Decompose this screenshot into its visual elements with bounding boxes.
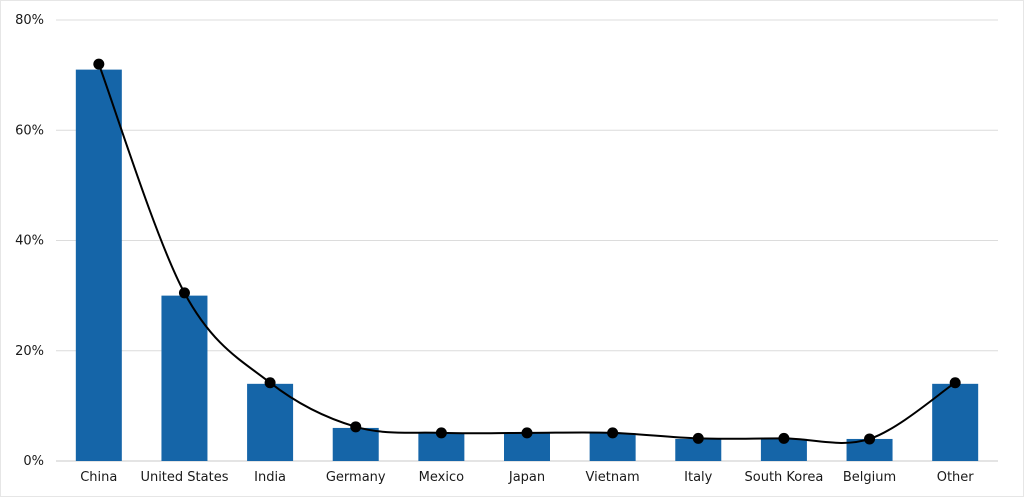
trend-point (864, 433, 876, 445)
gridlines (56, 19, 998, 462)
bar (675, 438, 722, 461)
x-tick-label: Mexico (419, 470, 464, 485)
trend-point (350, 421, 362, 433)
bar (247, 383, 294, 461)
trend-point (949, 377, 961, 389)
x-tick-label: South Korea (745, 470, 824, 485)
y-tick-label: 0% (23, 454, 44, 469)
y-tick-label: 80% (15, 13, 44, 28)
x-axis-labels: China United States India Germany Mexico Japa… (80, 470, 974, 485)
trend-point (692, 432, 704, 444)
x-tick-label: Vietnam (586, 470, 640, 485)
trend-point (607, 427, 619, 439)
x-tick-label: United States (140, 470, 228, 485)
bar (932, 383, 979, 461)
y-tick-label: 20% (15, 344, 44, 359)
trend-point (778, 432, 790, 444)
x-tick-label: Germany (326, 470, 386, 485)
trend-points (93, 58, 961, 445)
trend-point (435, 427, 447, 439)
x-tick-label: Japan (508, 470, 545, 485)
y-tick-label: 40% (15, 234, 44, 249)
bar (75, 69, 122, 462)
x-tick-label: China (80, 470, 117, 485)
x-tick-label: Italy (684, 470, 713, 485)
bar (332, 427, 379, 461)
bar (846, 438, 893, 461)
trend-point (264, 377, 276, 389)
trend-point (178, 287, 190, 299)
bar (760, 438, 807, 461)
trend-point (93, 58, 105, 70)
y-axis-labels: 0% 20% 40% 60% 80% (15, 13, 44, 469)
x-tick-label: Other (937, 470, 975, 485)
x-tick-label: Belgium (843, 470, 896, 485)
x-tick-label: India (254, 470, 286, 485)
trend-point (521, 427, 533, 439)
bar (161, 295, 208, 461)
trend-line-path (97, 63, 956, 444)
trend-line (97, 63, 956, 444)
y-tick-label: 60% (15, 123, 44, 138)
bars (75, 69, 979, 462)
